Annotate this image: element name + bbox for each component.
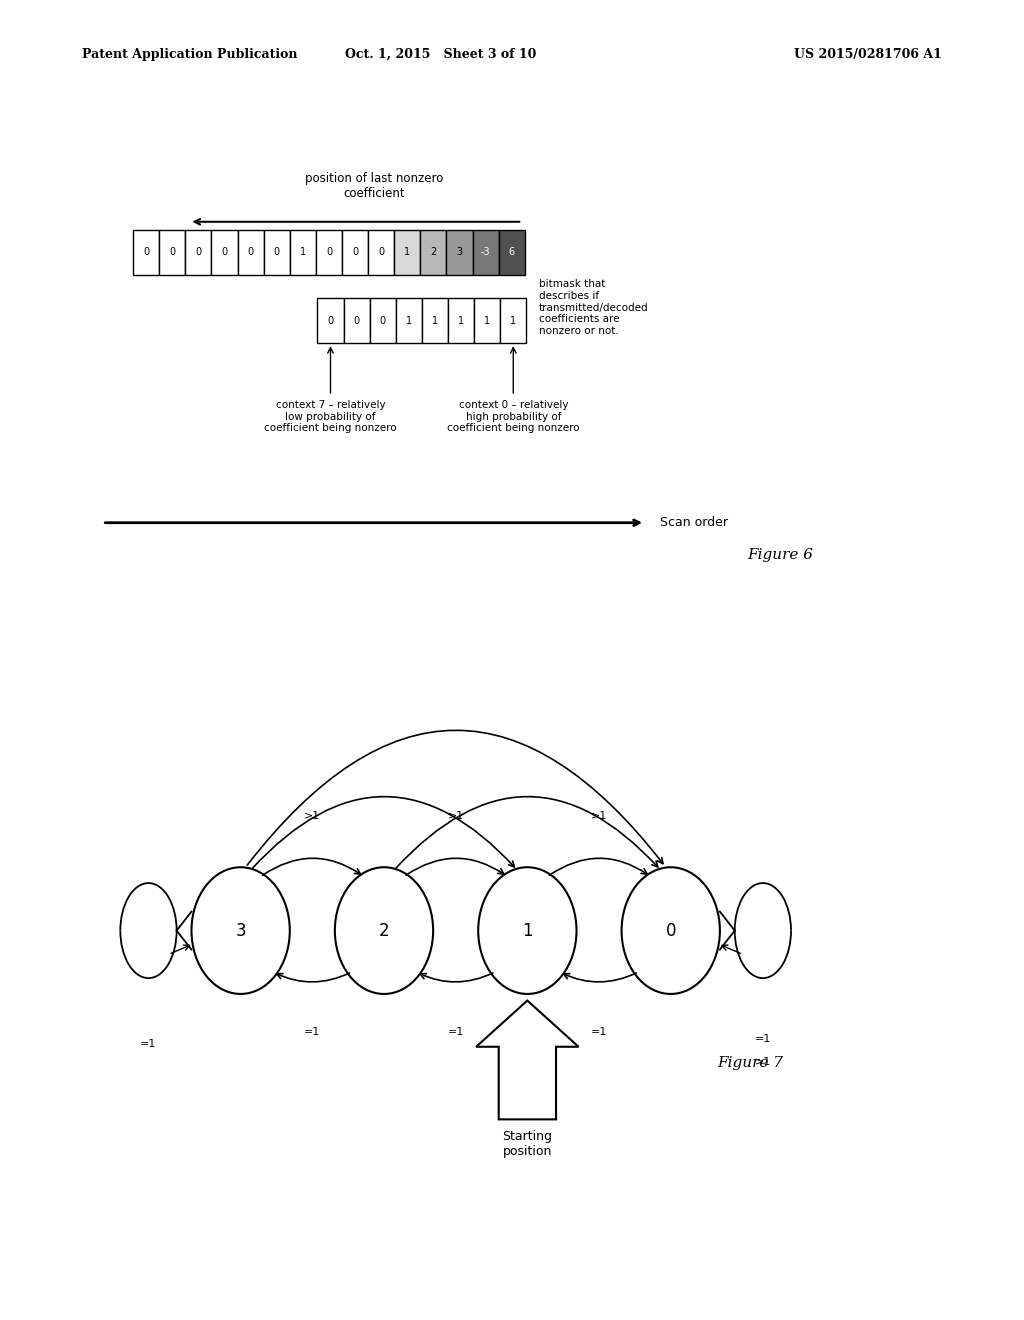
Text: 0: 0 bbox=[169, 247, 175, 257]
Text: context 0 – relatively
high probability of
coefficient being nonzero: context 0 – relatively high probability … bbox=[446, 400, 580, 433]
Bar bbox=[238, 230, 264, 275]
Text: 3: 3 bbox=[236, 921, 246, 940]
Text: 0: 0 bbox=[143, 247, 150, 257]
Text: 0: 0 bbox=[328, 315, 334, 326]
Bar bbox=[133, 230, 160, 275]
Text: =1: =1 bbox=[755, 1034, 771, 1044]
Text: bitmask that
describes if
transmitted/decoded
coefficients are
nonzero or not.: bitmask that describes if transmitted/de… bbox=[539, 280, 648, 335]
Bar bbox=[185, 230, 211, 275]
Bar bbox=[449, 298, 474, 343]
Text: Oct. 1, 2015   Sheet 3 of 10: Oct. 1, 2015 Sheet 3 of 10 bbox=[345, 48, 536, 61]
Bar bbox=[264, 230, 290, 275]
Text: Scan order: Scan order bbox=[660, 516, 728, 529]
Text: 0: 0 bbox=[326, 247, 332, 257]
Text: 1: 1 bbox=[522, 921, 532, 940]
Bar bbox=[317, 298, 344, 343]
Text: 0: 0 bbox=[378, 247, 384, 257]
Text: >1: >1 bbox=[755, 1057, 771, 1068]
Polygon shape bbox=[476, 1001, 579, 1119]
Text: >1: >1 bbox=[591, 810, 607, 821]
Text: =1: =1 bbox=[140, 1039, 157, 1049]
Text: Patent Application Publication: Patent Application Publication bbox=[82, 48, 297, 61]
Text: 0: 0 bbox=[273, 247, 280, 257]
Text: 0: 0 bbox=[221, 247, 227, 257]
Bar bbox=[212, 230, 238, 275]
Text: 0: 0 bbox=[380, 315, 386, 326]
Text: Starting
position: Starting position bbox=[503, 1130, 552, 1158]
Bar bbox=[472, 230, 499, 275]
Text: 0: 0 bbox=[196, 247, 202, 257]
Text: 0: 0 bbox=[248, 247, 254, 257]
Text: US 2015/0281706 A1: US 2015/0281706 A1 bbox=[795, 48, 942, 61]
Bar bbox=[499, 230, 524, 275]
Text: 1: 1 bbox=[510, 315, 516, 326]
Text: -3: -3 bbox=[481, 247, 490, 257]
Text: position of last nonzero
coefficient: position of last nonzero coefficient bbox=[304, 172, 443, 199]
Text: =1: =1 bbox=[591, 1027, 607, 1038]
Text: 1: 1 bbox=[458, 315, 464, 326]
Text: =1: =1 bbox=[447, 1027, 464, 1038]
Bar bbox=[394, 230, 421, 275]
Text: =1: =1 bbox=[304, 1027, 321, 1038]
Bar bbox=[474, 298, 500, 343]
Text: >1: >1 bbox=[304, 810, 321, 821]
Text: 2: 2 bbox=[379, 921, 389, 940]
Text: >1: >1 bbox=[447, 810, 464, 821]
Bar bbox=[290, 230, 316, 275]
Bar bbox=[160, 230, 185, 275]
Text: 0: 0 bbox=[666, 921, 676, 940]
Text: 3: 3 bbox=[457, 247, 463, 257]
Text: 1: 1 bbox=[406, 315, 412, 326]
Text: 0: 0 bbox=[352, 247, 358, 257]
Text: context 7 – relatively
low probability of
coefficient being nonzero: context 7 – relatively low probability o… bbox=[264, 400, 397, 433]
Text: 1: 1 bbox=[432, 315, 438, 326]
Bar bbox=[446, 230, 473, 275]
Bar bbox=[344, 298, 370, 343]
Text: 0: 0 bbox=[353, 315, 359, 326]
Text: 1: 1 bbox=[404, 247, 411, 257]
Bar bbox=[500, 298, 526, 343]
Bar bbox=[315, 230, 342, 275]
Bar bbox=[420, 230, 446, 275]
Text: Figure 6: Figure 6 bbox=[748, 548, 813, 562]
Bar bbox=[342, 230, 369, 275]
Bar bbox=[395, 298, 422, 343]
Bar bbox=[422, 298, 449, 343]
Text: 6: 6 bbox=[509, 247, 515, 257]
Text: 2: 2 bbox=[430, 247, 436, 257]
Bar bbox=[369, 230, 394, 275]
Text: Figure 7: Figure 7 bbox=[717, 1056, 782, 1071]
Bar bbox=[370, 298, 395, 343]
Text: 1: 1 bbox=[300, 247, 306, 257]
Text: 1: 1 bbox=[484, 315, 490, 326]
